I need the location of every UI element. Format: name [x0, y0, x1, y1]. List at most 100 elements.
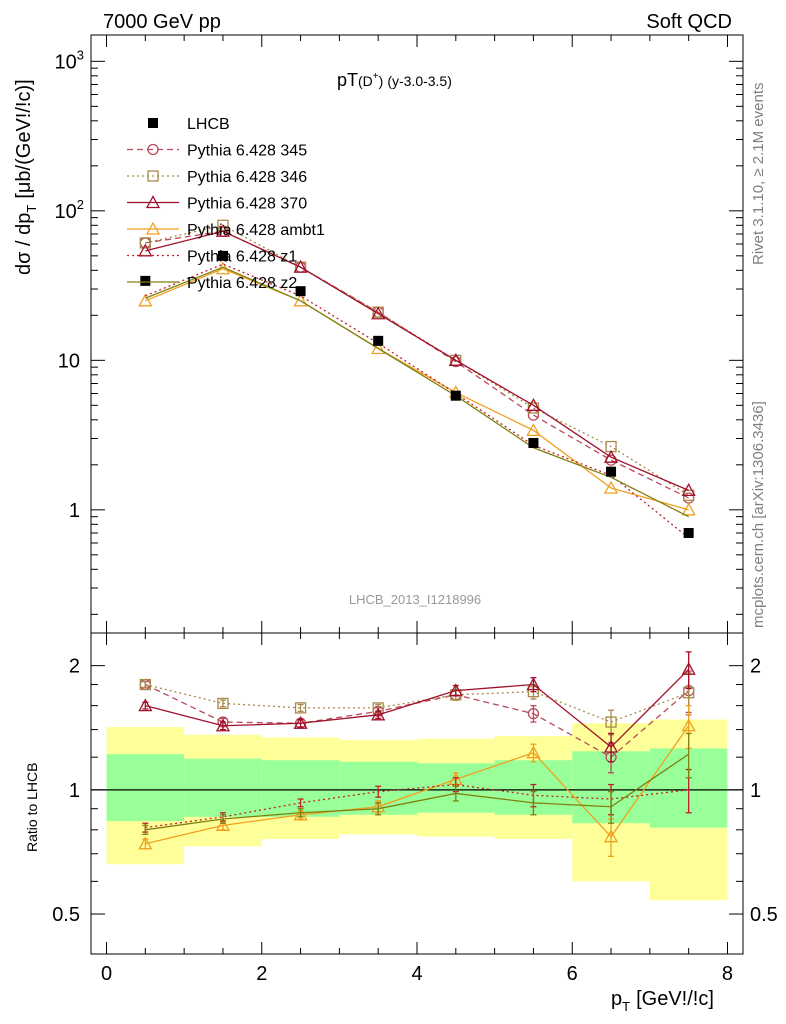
- y-tick-label-ratio-right: 1: [750, 780, 761, 802]
- ratio-series-point: [527, 708, 540, 720]
- main-series-point: [603, 449, 619, 463]
- legend: LHCB Pythia 6.428 345 Pythia 6.428 346 Pyth…: [127, 116, 325, 292]
- main-series-line: [145, 263, 690, 539]
- data-point: [606, 466, 617, 477]
- main-series-point: [371, 341, 386, 355]
- y-tick-label-main: 102: [55, 197, 84, 223]
- y-tick-label-main: 10: [58, 350, 80, 372]
- band-inner: [184, 758, 262, 817]
- ratio-series-point: [681, 661, 696, 675]
- ratio-series-point: [215, 818, 231, 832]
- title-sup: +: [373, 71, 379, 82]
- data-point: [373, 335, 384, 346]
- ratio-series-point: [681, 718, 696, 732]
- ratio-series-line: [145, 683, 689, 723]
- legend-marker: [147, 170, 159, 182]
- ratio-series-point: [139, 678, 151, 691]
- y-tick-label-ratio-left: 0.5: [52, 904, 80, 926]
- main-series-point: [217, 219, 229, 231]
- x-tick-label: 4: [411, 963, 422, 985]
- ratio-series-point: [138, 836, 153, 850]
- data-point: [217, 250, 228, 261]
- legend-marker: [145, 221, 161, 235]
- ratio-series-point: [605, 716, 617, 728]
- main-series-point: [526, 397, 541, 411]
- mcplots-label: mcplots.cern.ch [arXiv:1306.3436]: [750, 401, 767, 628]
- legend-marker: [148, 118, 158, 128]
- x-tick-label: 8: [722, 963, 733, 985]
- y-tick-label-main: 103: [55, 47, 84, 73]
- y-tick-label-ratio-left: 1: [69, 780, 80, 802]
- title-cut: (y-3.0-3.5): [387, 73, 452, 89]
- axis-ticks: 0 2 4 6 8 1 10 102 103 0.5 0.5 1 1 2 2: [52, 35, 778, 985]
- ratio-series-point: [217, 697, 229, 710]
- legend-label: Pythia 6.428 z1: [187, 249, 297, 266]
- ratio-series-point: [371, 707, 386, 721]
- ratio-series-point: [293, 807, 308, 821]
- ratio-series-point: [603, 829, 619, 843]
- legend-label: Pythia 6.428 z2: [187, 275, 297, 292]
- main-series-point: [293, 293, 308, 307]
- main-series-line: [145, 266, 689, 518]
- ratio-series-point: [448, 683, 463, 697]
- ratio-series-point: [138, 698, 153, 712]
- x-axis-label-unit: [GeV!/!c]: [636, 988, 714, 1010]
- main-series-point: [138, 293, 153, 307]
- main-series-point: [138, 243, 153, 257]
- x-tick-label: 0: [101, 963, 112, 985]
- rivet-label: Rivet 3.1.10, ≥ 2.1M events: [750, 83, 767, 266]
- y-axis-label-main-sub: T: [24, 205, 39, 213]
- header-left: 7000 GeV pp: [103, 11, 221, 33]
- y-tick-label-main: 1: [69, 500, 80, 522]
- ratio-uncertainty-bands: [91, 719, 743, 901]
- x-axis-label-sub: T: [622, 999, 630, 1014]
- main-series-point: [293, 259, 308, 273]
- ratio-panel-series: [138, 651, 696, 857]
- main-series-point: [681, 482, 696, 496]
- main-series-point: [215, 223, 231, 237]
- x-tick-label: 2: [256, 963, 267, 985]
- data-point: [683, 527, 694, 538]
- ratio-series-line: [145, 783, 689, 829]
- y-axis-label-main: dσ / dpT [μb/(GeV!/!c)]: [13, 79, 39, 275]
- data-point: [295, 286, 306, 297]
- legend-label: LHCB: [187, 116, 230, 133]
- y-axis-label-main-text: dσ / dp: [13, 213, 35, 275]
- main-series-point: [448, 352, 463, 366]
- x-axis-label-p: p: [611, 988, 622, 1010]
- main-series-point: [681, 502, 696, 516]
- main-series-line: [145, 268, 689, 511]
- legend-marker: [147, 143, 159, 156]
- header-right: Soft QCD: [646, 11, 732, 33]
- data-point: [528, 437, 539, 448]
- legend-marker: [145, 195, 161, 209]
- legend-label: Pythia 6.428 ambt1: [187, 222, 325, 239]
- ratio-series-point: [294, 702, 307, 714]
- y-tick-label-ratio-right: 2: [750, 656, 761, 678]
- legend-label: Pythia 6.428 346: [187, 169, 307, 186]
- data-point: [450, 390, 461, 401]
- main-series-point: [603, 480, 619, 494]
- ratio-series-point: [603, 739, 619, 753]
- ratio-series-line: [145, 668, 690, 748]
- data-point: [140, 275, 151, 286]
- ratio-series-point: [526, 745, 541, 759]
- title-close: ): [379, 73, 384, 89]
- ratio-series-line: [145, 725, 690, 845]
- x-tick-label: 6: [567, 963, 578, 985]
- main-series-point: [371, 306, 386, 320]
- ratio-series-point: [526, 677, 541, 691]
- legend-label: Pythia 6.428 345: [187, 143, 307, 160]
- legend-label: Pythia 6.428 370: [187, 196, 307, 213]
- ratio-series-point: [215, 718, 231, 732]
- y-tick-label-ratio-left: 2: [69, 656, 80, 678]
- ratio-series-point: [293, 715, 308, 729]
- band-inner: [106, 754, 185, 822]
- main-series-point: [683, 492, 695, 504]
- main-series-point: [139, 237, 151, 249]
- plot-title: pT(D+) (y-3.0-3.5): [337, 70, 452, 90]
- title-particle: (D: [358, 73, 373, 89]
- y-axis-label-main-unit: [μb/(GeV!/!c)]: [13, 79, 35, 198]
- main-series-line: [145, 230, 689, 491]
